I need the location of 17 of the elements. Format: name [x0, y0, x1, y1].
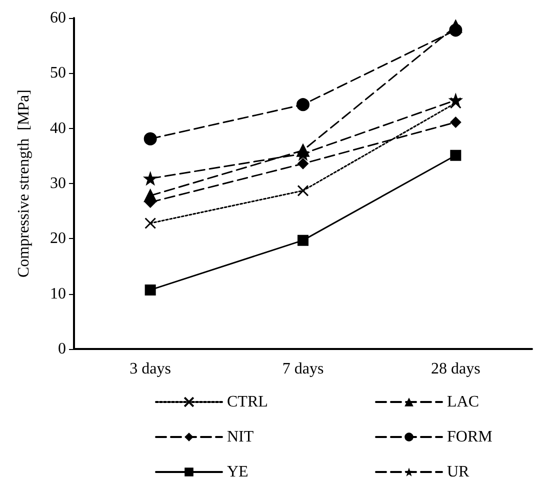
y-tick-label: 30 [50, 175, 66, 192]
legend-label: FORM [447, 428, 492, 446]
y-axis-title: Compressive strength [MPa] [16, 90, 32, 278]
legend-label: UR [447, 464, 470, 480]
x-tick-label: 3 days [130, 360, 171, 378]
x-tick-label: 7 days [282, 360, 324, 378]
y-tick-label: 0 [58, 340, 66, 358]
x-tick-label: 28 days [431, 360, 480, 378]
legend-label: NIT [227, 428, 254, 446]
y-tick-label: 60 [50, 10, 66, 26]
y-tick-label: 20 [50, 230, 66, 248]
y-tick-label: 10 [50, 285, 66, 302]
legend-label: LAC [447, 394, 479, 410]
legend-label: YE [227, 464, 248, 480]
y-tick-label: 50 [50, 64, 66, 82]
legend-label: CTRL [227, 394, 268, 410]
y-tick-label: 40 [50, 120, 66, 137]
